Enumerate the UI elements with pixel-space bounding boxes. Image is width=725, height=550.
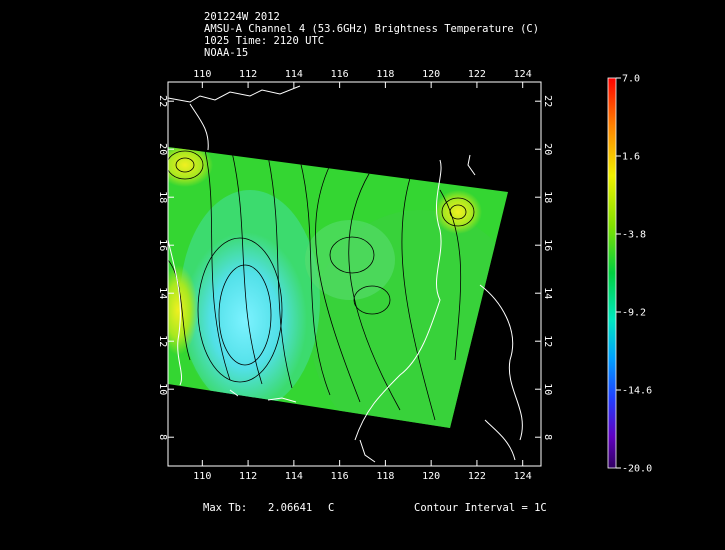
lat-ticks-right: 8 10 12 14 16 18 20 22 xyxy=(535,95,553,440)
lon-tick-label-bottom: 118 xyxy=(376,471,394,482)
lat-tick-label-left: 8 xyxy=(157,434,168,440)
lon-tick-label-bottom: 122 xyxy=(468,471,486,482)
lon-tick-label-top: 124 xyxy=(514,69,532,80)
lat-tick-label-left: 14 xyxy=(157,287,168,299)
lon-tick-label-bottom: 120 xyxy=(422,471,440,482)
contour-interval: Contour Interval = 1C xyxy=(414,502,547,514)
colorbar-labels: 7.0 1.6 -3.8 -9.2 -14.6 -20.0 xyxy=(616,74,652,475)
lon-tick-label-top: 120 xyxy=(422,69,440,80)
title-line-time: 1025 Time: 2120 UTC xyxy=(204,35,325,47)
colorbar-label: 1.6 xyxy=(622,152,640,163)
colorbar-label: -9.2 xyxy=(622,308,646,319)
lon-tick-label-bottom: 124 xyxy=(514,471,532,482)
coastlines xyxy=(167,85,523,463)
lon-tick-label-top: 110 xyxy=(193,69,211,80)
temperature-swath xyxy=(168,147,508,428)
max-tb-label: Max Tb: xyxy=(203,502,248,514)
lat-tick-label-left: 10 xyxy=(157,383,168,395)
colorbar-label: -20.0 xyxy=(622,464,652,475)
lon-tick-label-bottom: 116 xyxy=(331,471,349,482)
lat-tick-label-left: 20 xyxy=(157,143,168,155)
lat-tick-label-left: 22 xyxy=(157,95,168,107)
lat-tick-label-right: 8 xyxy=(542,434,553,440)
lat-tick-label-right: 10 xyxy=(542,383,553,395)
title-line-satellite: NOAA-15 xyxy=(204,47,249,59)
max-tb-unit: C xyxy=(328,502,335,514)
contour-lines xyxy=(168,149,475,421)
lon-tick-label-top: 118 xyxy=(376,69,394,80)
colorbar-label: 7.0 xyxy=(622,74,640,85)
lat-tick-label-right: 12 xyxy=(542,335,553,347)
map-frame xyxy=(167,81,542,467)
lat-tick-label-right: 22 xyxy=(542,95,553,107)
lat-tick-label-left: 16 xyxy=(157,239,168,251)
lat-tick-label-left: 12 xyxy=(157,335,168,347)
colorbar-label: -14.6 xyxy=(622,386,652,397)
lat-tick-label-left: 18 xyxy=(157,191,168,203)
max-tb-value: 2.06641 xyxy=(268,502,313,514)
lat-tick-label-right: 18 xyxy=(542,191,553,203)
lon-ticks-top: 110 112 114 116 118 120 122 124 xyxy=(193,69,532,88)
lat-tick-label-right: 16 xyxy=(542,239,553,251)
lon-tick-label-bottom: 110 xyxy=(193,471,211,482)
lat-tick-label-right: 14 xyxy=(542,287,553,299)
lat-tick-label-right: 20 xyxy=(542,143,553,155)
lon-tick-label-top: 116 xyxy=(331,69,349,80)
lon-tick-label-bottom: 112 xyxy=(239,471,257,482)
lon-tick-label-top: 112 xyxy=(239,69,257,80)
lat-ticks-left: 8 10 12 14 16 18 20 22 xyxy=(157,95,174,440)
lon-tick-label-top: 122 xyxy=(468,69,486,80)
colorbar xyxy=(607,77,617,469)
lon-tick-label-bottom: 114 xyxy=(285,471,303,482)
lon-tick-label-top: 114 xyxy=(285,69,303,80)
lon-ticks-bottom: 110 112 114 116 118 120 122 124 xyxy=(193,460,532,482)
title-line-date: 201224W 2012 xyxy=(204,11,280,23)
colorbar-label: -3.8 xyxy=(622,230,646,241)
title-line-product: AMSU-A Channel 4 (53.6GHz) Brightness Te… xyxy=(204,23,540,35)
